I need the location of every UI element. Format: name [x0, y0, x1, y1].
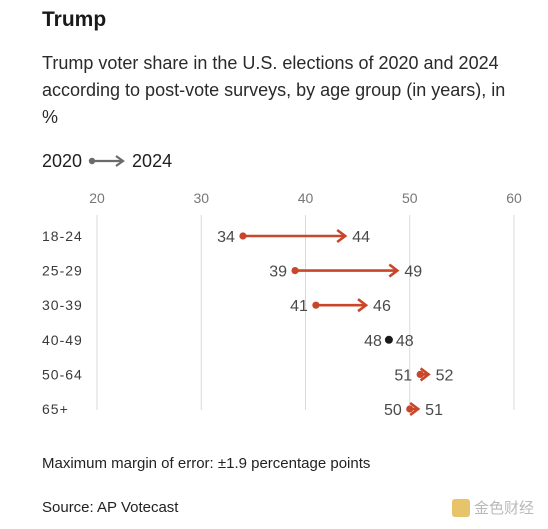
arrow-head	[388, 263, 400, 278]
chart-subtitle: Trump voter share in the U.S. elections …	[42, 53, 506, 127]
arrow-head	[419, 367, 431, 382]
x-tick-label: 20	[89, 190, 105, 206]
legend-arrow-icon	[88, 155, 125, 167]
category-label: 18-24	[42, 228, 83, 244]
x-tick-label: 50	[402, 190, 418, 206]
value-label-2020: 39	[269, 264, 287, 281]
arrow-head	[409, 401, 421, 417]
margin-of-error-note: Maximum margin of error: ±1.9 percentage…	[42, 455, 371, 472]
legend-from-label: 2020	[42, 150, 83, 171]
value-label-2020: 50	[384, 402, 402, 419]
value-label-2024: 48	[396, 333, 414, 350]
legend-to-label: 2024	[132, 150, 173, 171]
legend: 2020 2024	[42, 150, 172, 172]
value-label-2020: 48	[364, 333, 382, 350]
category-label: 30-39	[42, 297, 83, 313]
point-2020	[384, 335, 393, 344]
value-label-2024: 51	[425, 402, 443, 419]
x-tick-label: 30	[193, 190, 209, 206]
x-tick-label: 60	[506, 190, 522, 206]
category-label: 25-29	[42, 263, 83, 279]
category-label: 50-64	[42, 366, 83, 382]
chart-plot: 20 30 40 50 60 18-24 34 44 25-29 39 49 30-39 41 46 40-…	[42, 190, 522, 419]
value-label-2020: 41	[290, 298, 308, 315]
source-note: Source: AP Votecast	[42, 499, 179, 516]
watermark: 金色财经	[451, 497, 534, 518]
chart-title: Trump	[42, 8, 107, 31]
point-2020	[239, 232, 247, 240]
category-label: 40-49	[42, 332, 83, 348]
value-label-2024: 44	[352, 229, 370, 246]
category-label: 65+	[42, 401, 69, 417]
value-label-2024: 49	[404, 264, 422, 281]
value-label-2020: 51	[394, 367, 412, 384]
watermark-text: 金色财经	[473, 500, 534, 517]
value-label-2024: 46	[373, 298, 391, 315]
x-tick-label: 40	[298, 190, 314, 206]
arrow-head	[336, 228, 348, 244]
value-label-2020: 34	[217, 229, 235, 246]
watermark-logo-icon	[451, 498, 470, 517]
arrow-head	[357, 298, 369, 313]
value-label-2024: 52	[436, 367, 454, 384]
